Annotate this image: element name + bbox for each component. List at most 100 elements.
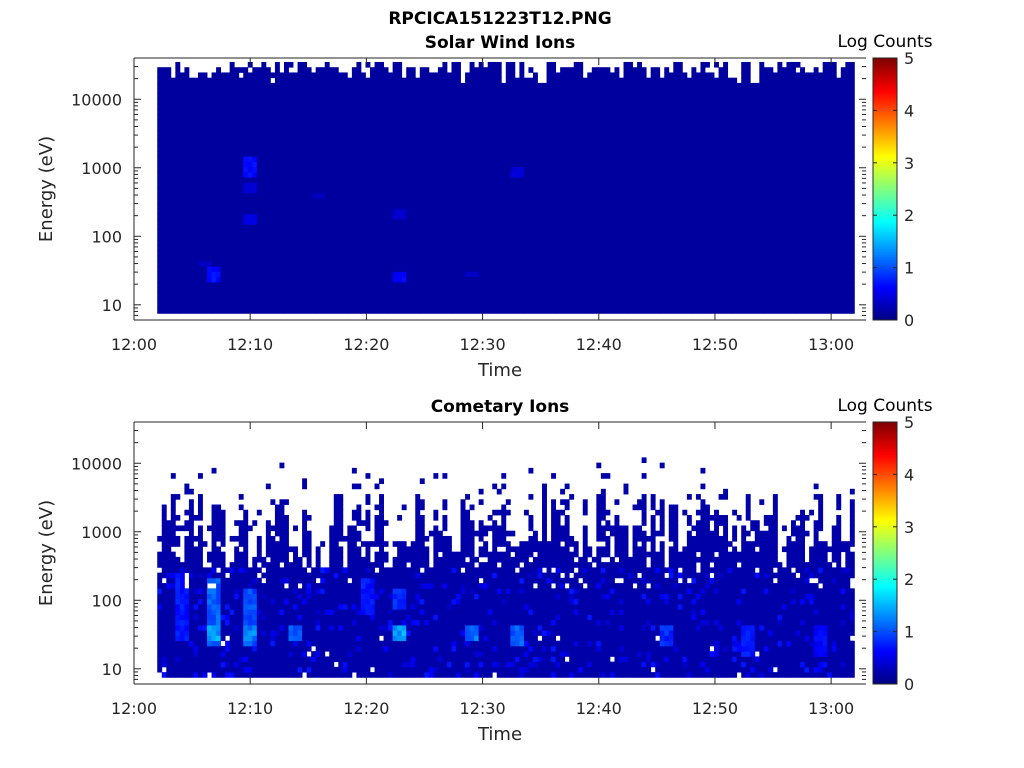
spectrogram-cell bbox=[279, 297, 285, 304]
spectrogram-cell bbox=[252, 203, 258, 210]
spectrogram-cell bbox=[532, 229, 538, 236]
spectrogram-cell bbox=[392, 61, 398, 68]
spectrogram-cell bbox=[211, 151, 217, 157]
spectrogram-cell bbox=[238, 308, 244, 314]
spectrogram-cell bbox=[428, 182, 434, 189]
spectrogram-cell bbox=[578, 208, 584, 215]
spectrogram-cell bbox=[551, 130, 557, 136]
spectrogram-cell bbox=[329, 271, 335, 278]
spectrogram-cell bbox=[306, 245, 312, 251]
spectrogram-cell bbox=[419, 130, 425, 136]
spectrogram-cell bbox=[161, 109, 167, 115]
spectrogram-cell bbox=[247, 297, 253, 304]
spectrogram-cell bbox=[551, 77, 557, 84]
spectrogram-cell bbox=[265, 88, 271, 94]
spectrogram-cell bbox=[311, 151, 317, 157]
spectrogram-cell bbox=[293, 208, 298, 215]
spectrogram-cell bbox=[247, 156, 253, 162]
spectrogram-cell bbox=[338, 308, 344, 314]
spectrogram-cell bbox=[179, 224, 185, 230]
spectrogram-cell bbox=[637, 119, 643, 126]
spectrogram-cell bbox=[220, 82, 226, 89]
spectrogram-cell bbox=[505, 114, 511, 120]
spectrogram-cell bbox=[519, 156, 525, 162]
spectrogram-cell bbox=[591, 140, 597, 147]
spectrogram-cell bbox=[623, 276, 629, 283]
spectrogram-cell bbox=[587, 72, 593, 79]
spectrogram-cell bbox=[351, 166, 357, 173]
spectrogram-cell bbox=[410, 224, 416, 230]
spectrogram-cell bbox=[451, 145, 457, 152]
spectrogram-cell bbox=[315, 240, 321, 246]
spectrogram-cell bbox=[637, 130, 643, 136]
spectrogram-cell bbox=[605, 93, 611, 100]
spectrogram-cell bbox=[315, 271, 321, 278]
spectrogram-cell bbox=[283, 166, 289, 173]
spectrogram-cell bbox=[188, 271, 194, 278]
spectrogram-cell bbox=[596, 250, 602, 257]
spectrogram-cell bbox=[188, 182, 194, 189]
spectrogram-cell bbox=[542, 135, 547, 141]
spectrogram-cell bbox=[193, 260, 199, 267]
spectrogram-cell bbox=[596, 177, 602, 183]
spectrogram-cell bbox=[179, 72, 185, 79]
spectrogram-cell bbox=[618, 198, 624, 204]
spectrogram-cell bbox=[469, 292, 475, 299]
spectrogram-cell bbox=[578, 77, 584, 84]
spectrogram-cell bbox=[256, 271, 262, 278]
spectrogram-cell bbox=[279, 161, 285, 168]
spectrogram-cell bbox=[433, 234, 439, 241]
spectrogram-cell bbox=[510, 297, 516, 304]
spectrogram-cell bbox=[315, 67, 321, 73]
spectrogram-cell bbox=[542, 266, 547, 272]
spectrogram-cell bbox=[324, 250, 330, 257]
spectrogram-cell bbox=[274, 103, 280, 110]
spectrogram-cell bbox=[229, 119, 235, 126]
spectrogram-cell bbox=[397, 67, 403, 73]
spectrogram-cell bbox=[632, 187, 638, 194]
spectrogram-cell bbox=[514, 297, 520, 304]
spectrogram-cell bbox=[505, 140, 511, 147]
spectrogram-cell bbox=[184, 98, 190, 105]
spectrogram-cell bbox=[537, 240, 543, 246]
spectrogram-cell bbox=[338, 245, 344, 251]
spectrogram-cell bbox=[528, 276, 534, 283]
spectrogram-cell bbox=[207, 82, 212, 89]
spectrogram-cell bbox=[578, 192, 584, 199]
spectrogram-cell bbox=[270, 213, 276, 220]
spectrogram-cell bbox=[175, 130, 181, 136]
spectrogram-cell bbox=[256, 140, 262, 147]
spectrogram-cell bbox=[437, 82, 443, 89]
spectrogram-cell bbox=[202, 145, 208, 152]
spectrogram-cell bbox=[510, 151, 516, 157]
spectrogram-cell bbox=[238, 88, 244, 94]
spectrogram-cell bbox=[587, 213, 593, 220]
spectrogram-cell bbox=[465, 114, 470, 120]
spectrogram-cell bbox=[578, 224, 584, 230]
spectrogram-cell bbox=[433, 166, 439, 173]
spectrogram-cell bbox=[406, 187, 412, 194]
spectrogram-cell bbox=[360, 302, 366, 309]
spectrogram-cell bbox=[623, 145, 629, 152]
spectrogram-cell bbox=[460, 208, 466, 215]
spectrogram-cell bbox=[197, 187, 203, 194]
spectrogram-cell bbox=[460, 292, 466, 299]
spectrogram-cell bbox=[596, 67, 602, 73]
spectrogram-cell bbox=[460, 171, 466, 178]
spectrogram-cell bbox=[216, 308, 222, 314]
spectrogram-cell bbox=[465, 171, 470, 178]
spectrogram-cell bbox=[555, 245, 561, 251]
spectrogram-cell bbox=[483, 145, 489, 152]
spectrogram-cell bbox=[274, 72, 280, 79]
spectrogram-cell bbox=[564, 166, 570, 173]
spectrogram-cell bbox=[469, 114, 475, 120]
spectrogram-cell bbox=[532, 213, 538, 220]
spectrogram-cell bbox=[401, 124, 407, 131]
spectrogram-cell bbox=[605, 187, 611, 194]
spectrogram-cell bbox=[587, 266, 593, 272]
spectrogram-cell bbox=[605, 266, 611, 272]
spectrogram-cell bbox=[496, 271, 502, 278]
spectrogram-cell bbox=[166, 161, 172, 168]
spectrogram-cell bbox=[243, 308, 249, 314]
spectrogram-cell bbox=[193, 203, 199, 210]
